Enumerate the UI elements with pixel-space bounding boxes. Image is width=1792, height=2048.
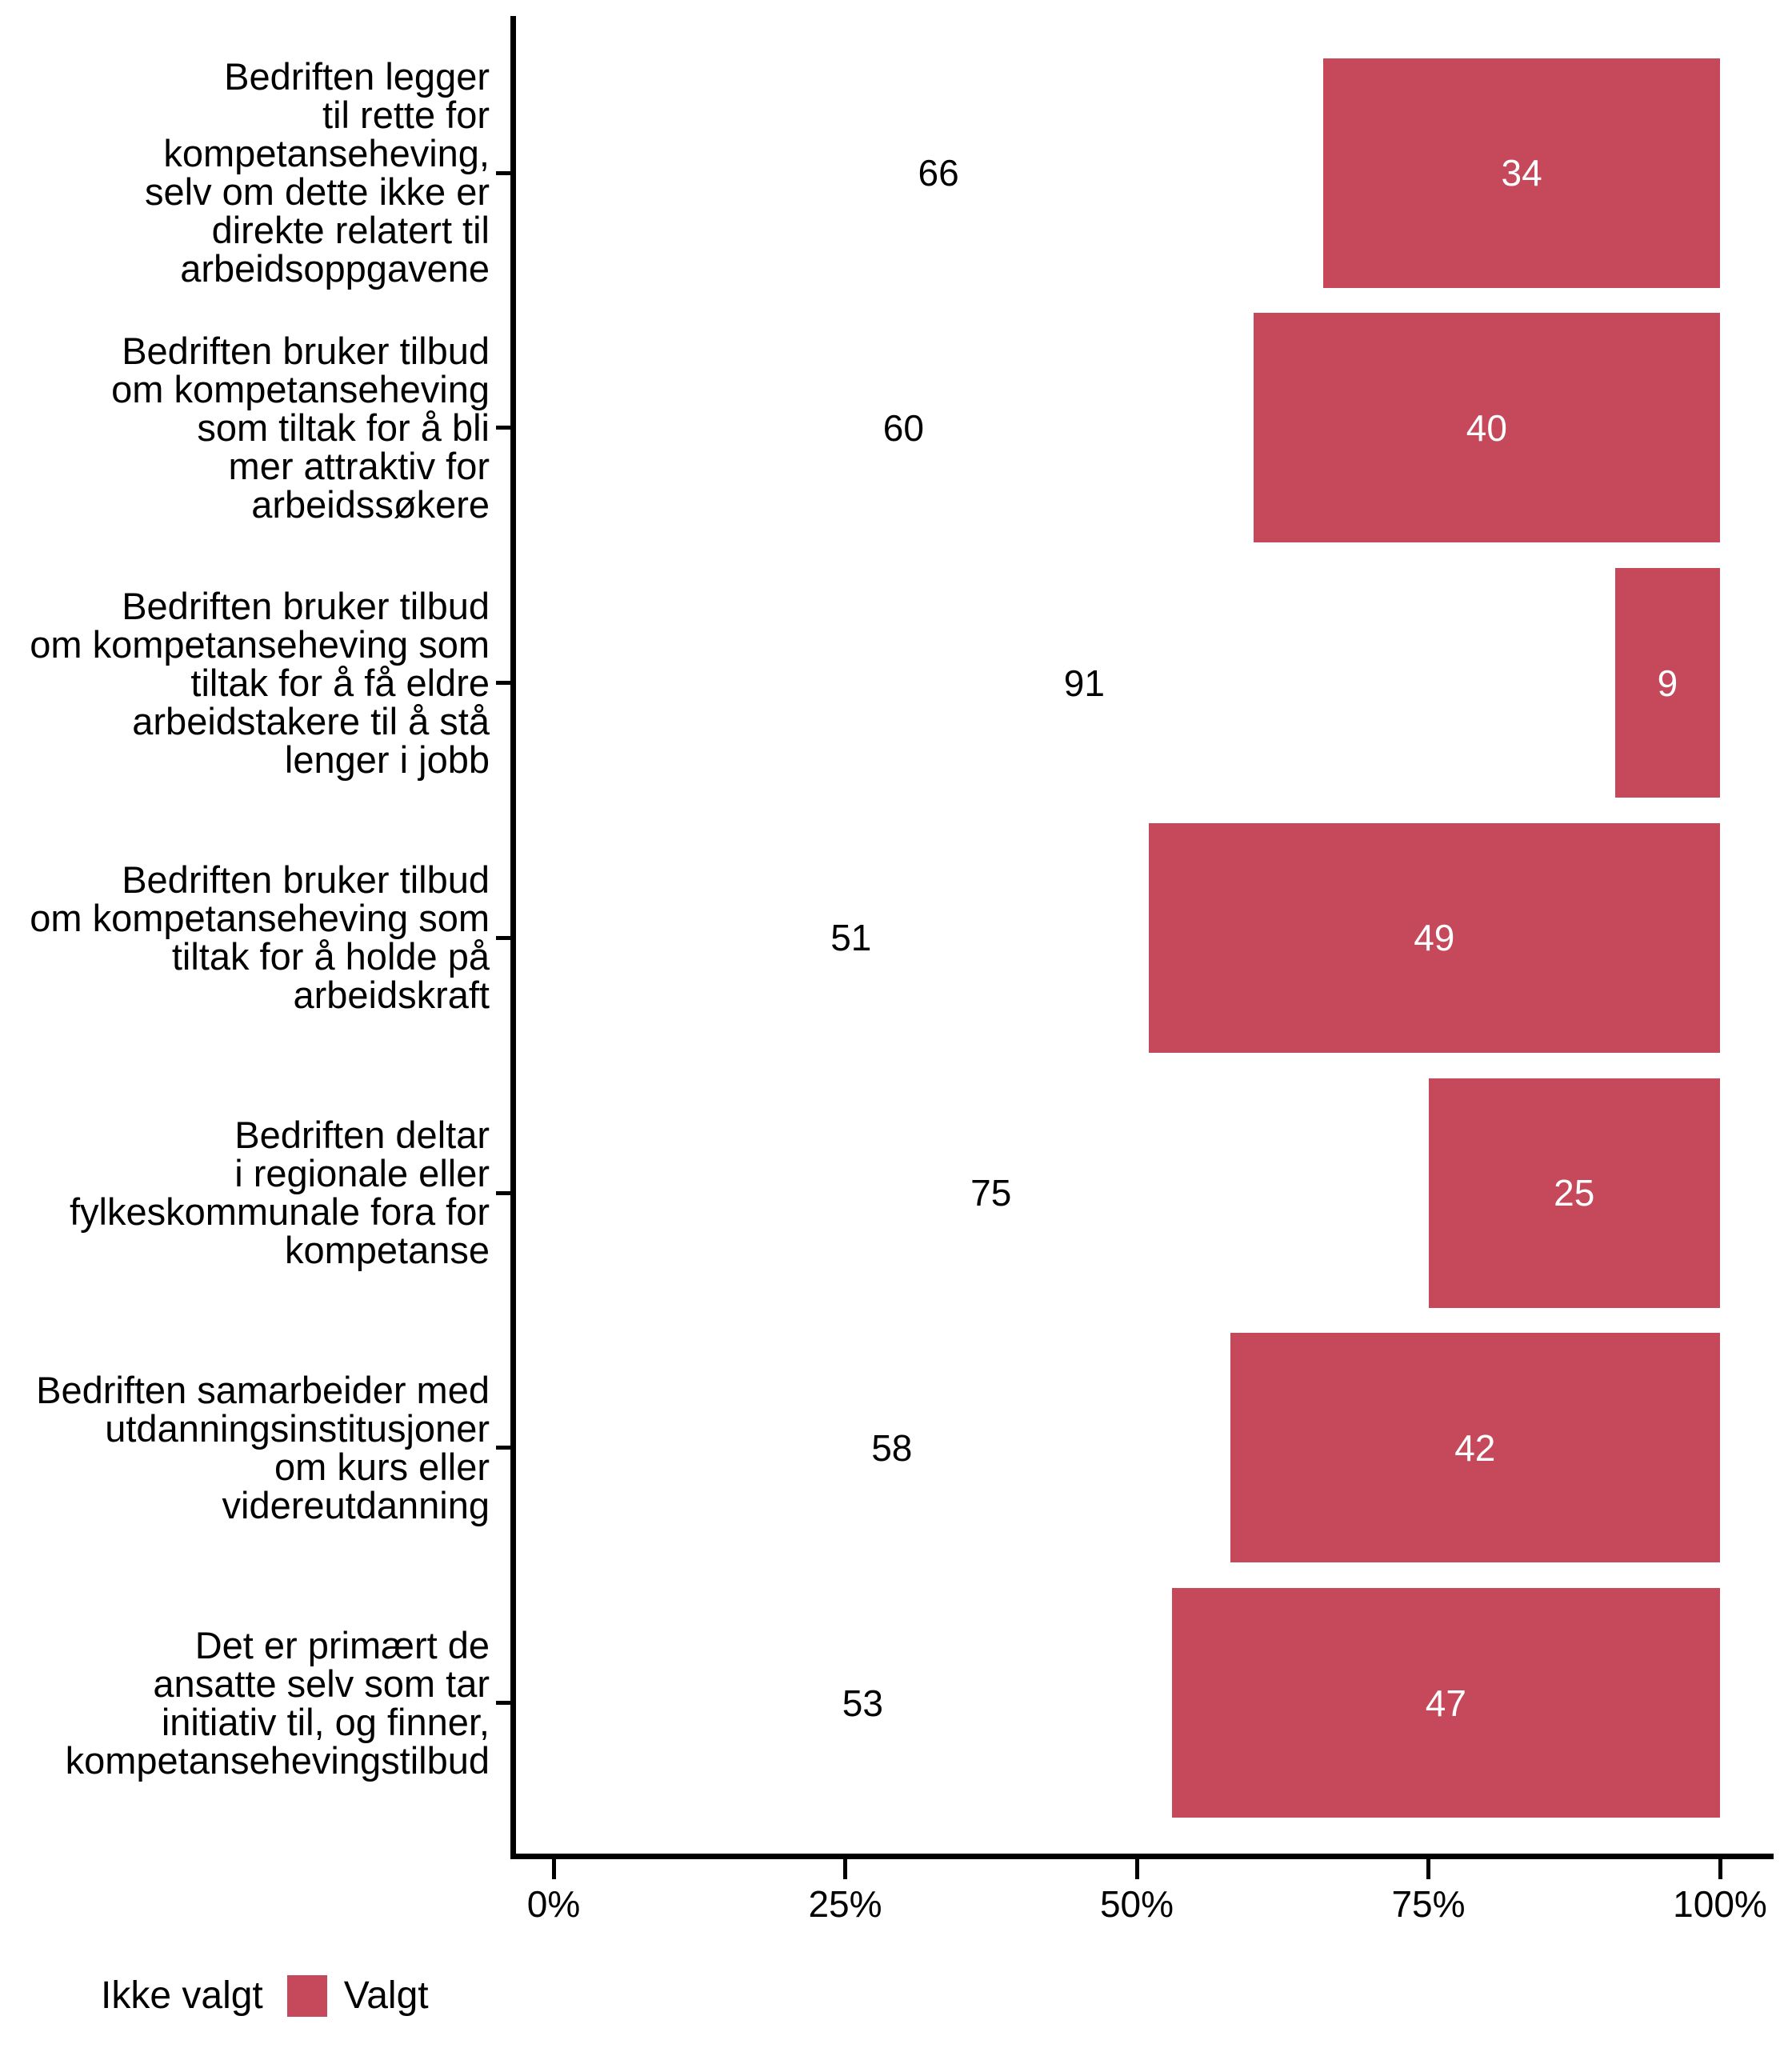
value-label: 49 <box>1414 917 1455 959</box>
category-label-line: Bedriften deltar <box>234 1114 490 1156</box>
bar-segment-valgt <box>1323 58 1720 288</box>
bar-segment-valgt <box>1171 1588 1720 1818</box>
category-label: Bedriften bruker tilbud om kompetansehevi… <box>10 329 490 526</box>
value-label: 42 <box>1454 1426 1496 1469</box>
category-label-line: tiltak for å få eldre <box>190 661 490 704</box>
category-label-line: initiativ til, og finner, <box>161 1700 490 1743</box>
category-label-line: Det er primært de <box>194 1623 490 1666</box>
bar-segment-ikke-valgt <box>554 58 1324 288</box>
category-label: Bedriften deltar i regionale eller fylkesk… <box>10 1116 490 1270</box>
category-label-line: mer attraktiv for <box>228 444 490 487</box>
x-tick <box>1718 1859 1722 1879</box>
category-label-line: Bedriften samarbeider med <box>36 1368 490 1411</box>
category-label-line: til rette for <box>322 94 490 136</box>
category-label-line: arbeidssøkere <box>251 482 490 526</box>
category-label-line: selv om dette ikke er <box>144 170 490 213</box>
category-label-line: Bedriften bruker tilbud <box>122 858 490 902</box>
bar-segment-ikke-valgt <box>554 313 1254 543</box>
bar-segment-valgt <box>1230 1333 1720 1563</box>
legend-key-valgt <box>286 1975 327 2017</box>
y-tick <box>496 1446 516 1450</box>
category-label-line: Bedriften legger <box>224 55 490 98</box>
category-label-line: videreutdanning <box>222 1483 490 1526</box>
x-tick <box>551 1859 556 1879</box>
value-label: 51 <box>830 917 872 959</box>
bar-segment-ikke-valgt <box>554 1333 1230 1563</box>
value-label: 58 <box>871 1426 913 1469</box>
value-label: 91 <box>1063 662 1105 704</box>
value-label: 53 <box>842 1682 883 1724</box>
category-label-line: om kompetanseheving som <box>30 622 490 666</box>
category-label-line: Bedriften bruker tilbud <box>122 584 490 627</box>
y-tick <box>496 681 516 685</box>
category-label-line: lenger i jobb <box>284 738 490 781</box>
category-label-line: arbeidstakere til å stå <box>132 699 490 742</box>
category-label-line: tiltak for å holde på <box>171 935 490 978</box>
x-axis-line <box>510 1854 1774 1859</box>
legend-key-ikke-valgt <box>44 1975 84 2017</box>
y-tick <box>496 426 516 430</box>
category-label-line: om kurs eller <box>274 1445 490 1488</box>
legend: Ikke valgt Valgt <box>44 1974 429 2018</box>
bar-segment-valgt <box>1428 1078 1720 1308</box>
x-tick <box>1134 1859 1139 1879</box>
bar-segment-ikke-valgt <box>554 822 1149 1053</box>
category-label-line: kompetanse <box>284 1229 490 1271</box>
category-label: Det er primært de ansatte selv som tar ini… <box>10 1626 490 1780</box>
bar-segment-ikke-valgt <box>554 1078 1429 1308</box>
category-label: Bedriften samarbeider med utdanningsinsti… <box>10 1368 490 1526</box>
x-tick <box>1426 1859 1430 1879</box>
x-tick-label: 25% <box>808 1883 882 1925</box>
bar-segment-valgt <box>1614 568 1720 798</box>
y-tick <box>496 170 516 175</box>
x-tick-label: 50% <box>1099 1883 1174 1925</box>
category-label-line: i regionale eller <box>234 1152 490 1194</box>
bar-segment-ikke-valgt <box>554 568 1615 798</box>
y-tick <box>496 1190 516 1195</box>
category-label-line: om kompetanseheving som <box>30 897 490 940</box>
value-label: 40 <box>1466 406 1507 449</box>
category-label: Bedriften bruker tilbud om kompetansehevi… <box>10 861 490 1014</box>
y-tick <box>496 935 516 940</box>
category-label-line: utdanningsinstitusjoner <box>105 1406 490 1450</box>
value-label: 25 <box>1554 1172 1595 1214</box>
x-tick-label: 100% <box>1673 1883 1767 1925</box>
x-tick-label: 75% <box>1391 1883 1466 1925</box>
category-label-line: Bedriften bruker tilbud <box>122 329 490 372</box>
category-label-line: ansatte selv som tar <box>153 1662 490 1705</box>
y-tick <box>496 1701 516 1705</box>
x-tick-label: 0% <box>526 1883 581 1925</box>
bar-segment-valgt <box>1253 313 1720 543</box>
value-label: 75 <box>970 1172 1012 1214</box>
bar-segment-valgt <box>1148 822 1720 1053</box>
category-label: Bedriften legger til rette for kompetanseh… <box>10 58 490 288</box>
category-label-line: direkte relatert til <box>211 209 490 251</box>
value-label: 66 <box>918 152 959 194</box>
category-label-line: kompetansehevingstilbud <box>65 1738 490 1782</box>
value-label: 34 <box>1501 152 1542 194</box>
category-label-line: fylkeskommunale fora for <box>69 1190 490 1233</box>
category-label-line: arbeidskraft <box>293 974 490 1017</box>
legend-label-valgt: Valgt <box>343 1974 429 2017</box>
category-label: Bedriften bruker tilbud om kompetansehevi… <box>10 584 490 781</box>
category-label-line: arbeidsoppgavene <box>180 247 490 290</box>
value-label: 60 <box>882 406 924 449</box>
bar-segment-ikke-valgt <box>554 1588 1172 1818</box>
value-label: 9 <box>1657 662 1678 704</box>
value-label: 47 <box>1425 1682 1466 1724</box>
category-label-line: som tiltak for å bli <box>197 406 490 449</box>
x-tick <box>843 1859 847 1879</box>
category-label-line: kompetanseheving, <box>163 132 490 174</box>
category-label-line: om kompetanseheving <box>111 367 490 410</box>
legend-label-ikke-valgt: Ikke valgt <box>101 1974 263 2017</box>
